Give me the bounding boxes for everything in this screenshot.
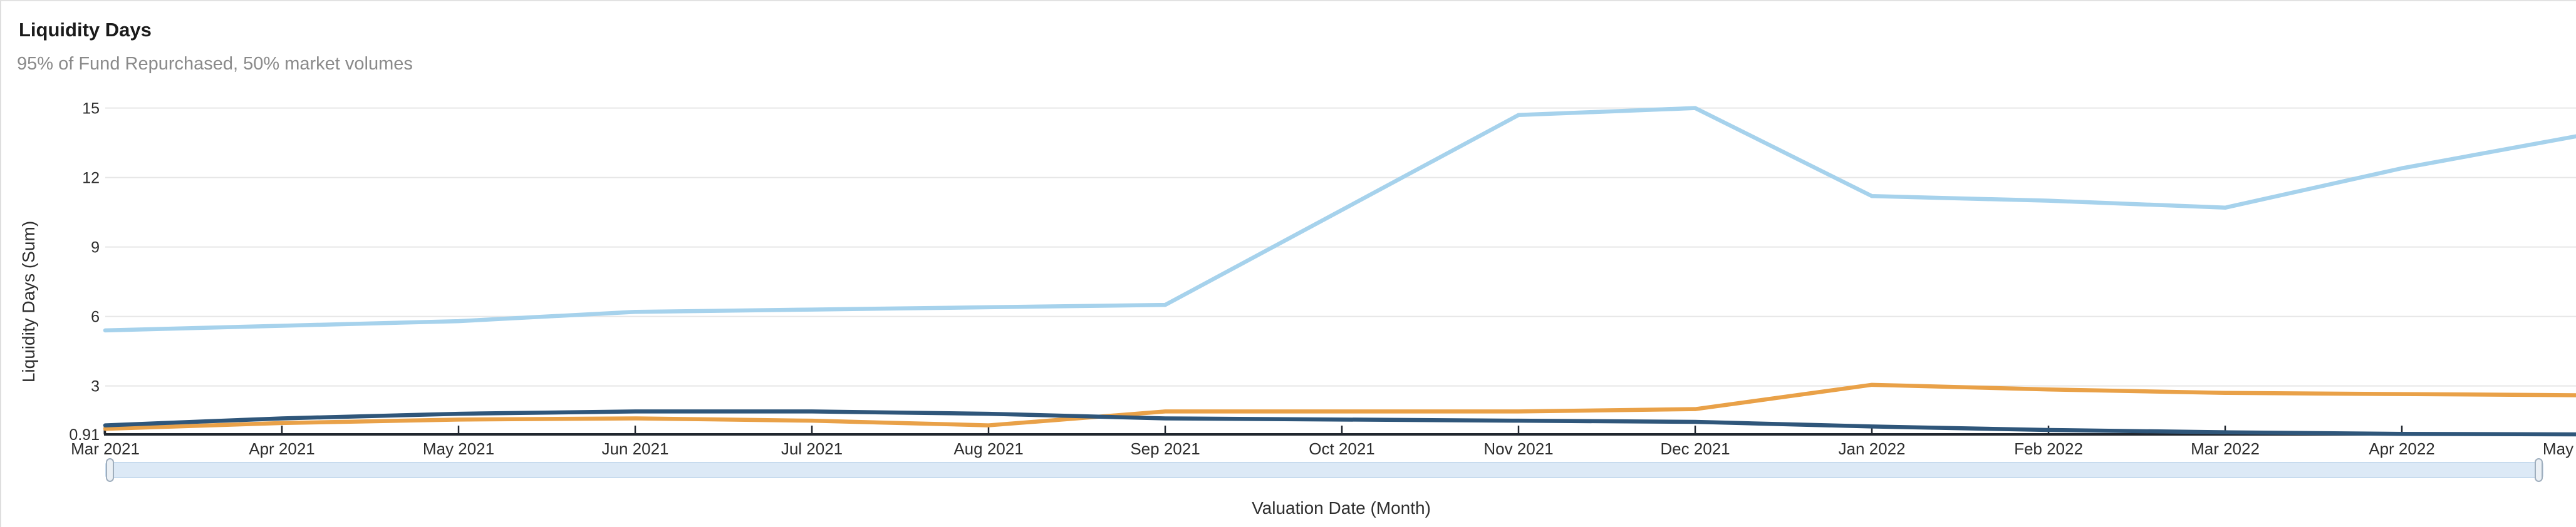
svg-text:Nov 2021: Nov 2021 — [1483, 439, 1553, 458]
chart-title: Liquidity Days — [19, 19, 152, 41]
svg-text:3: 3 — [91, 378, 100, 396]
svg-text:6: 6 — [91, 309, 100, 326]
svg-text:Mar 2021: Mar 2021 — [71, 439, 140, 458]
scrollbar-left-handle[interactable] — [106, 458, 114, 482]
svg-text:12: 12 — [82, 170, 100, 187]
svg-text:May 2022: May 2022 — [2543, 439, 2576, 458]
svg-text:Jan 2022: Jan 2022 — [1839, 439, 1906, 458]
chart-subtitle: 95% of Fund Repurchased, 50% market volu… — [17, 54, 413, 74]
svg-text:Jun 2021: Jun 2021 — [602, 439, 669, 458]
svg-text:0.91: 0.91 — [69, 426, 100, 444]
svg-text:Apr 2022: Apr 2022 — [2369, 439, 2435, 458]
svg-text:9: 9 — [91, 239, 100, 257]
svg-text:Oct 2021: Oct 2021 — [1309, 439, 1375, 458]
series-line-orange[interactable] — [103, 382, 2576, 431]
svg-text:Apr 2021: Apr 2021 — [249, 439, 315, 458]
svg-text:15: 15 — [82, 100, 100, 118]
x-axis-title: Valuation Date (Month) — [1252, 498, 1431, 518]
svg-text:May 2021: May 2021 — [423, 439, 494, 458]
series-line-light-blue[interactable] — [103, 106, 2576, 333]
series-line-navy[interactable] — [103, 409, 2576, 437]
svg-text:Aug 2021: Aug 2021 — [953, 439, 1023, 458]
x-axis-tick-labels: Mar 2021 Apr 2021 May 2021 Jun 2021 Jul 2021… — [71, 439, 2576, 458]
svg-text:Feb 2022: Feb 2022 — [2014, 439, 2083, 458]
svg-text:Mar 2022: Mar 2022 — [2191, 439, 2260, 458]
scrollbar-right-handle[interactable] — [2535, 458, 2543, 482]
svg-text:Sep 2021: Sep 2021 — [1130, 439, 1200, 458]
svg-text:Dec 2021: Dec 2021 — [1660, 439, 1730, 458]
svg-text:Jul 2021: Jul 2021 — [781, 439, 843, 458]
gridlines — [105, 107, 2576, 387]
y-axis-tick-labels: 0.91 3 6 9 12 15 — [69, 100, 100, 444]
x-axis-scrollbar-track[interactable] — [105, 458, 2543, 482]
